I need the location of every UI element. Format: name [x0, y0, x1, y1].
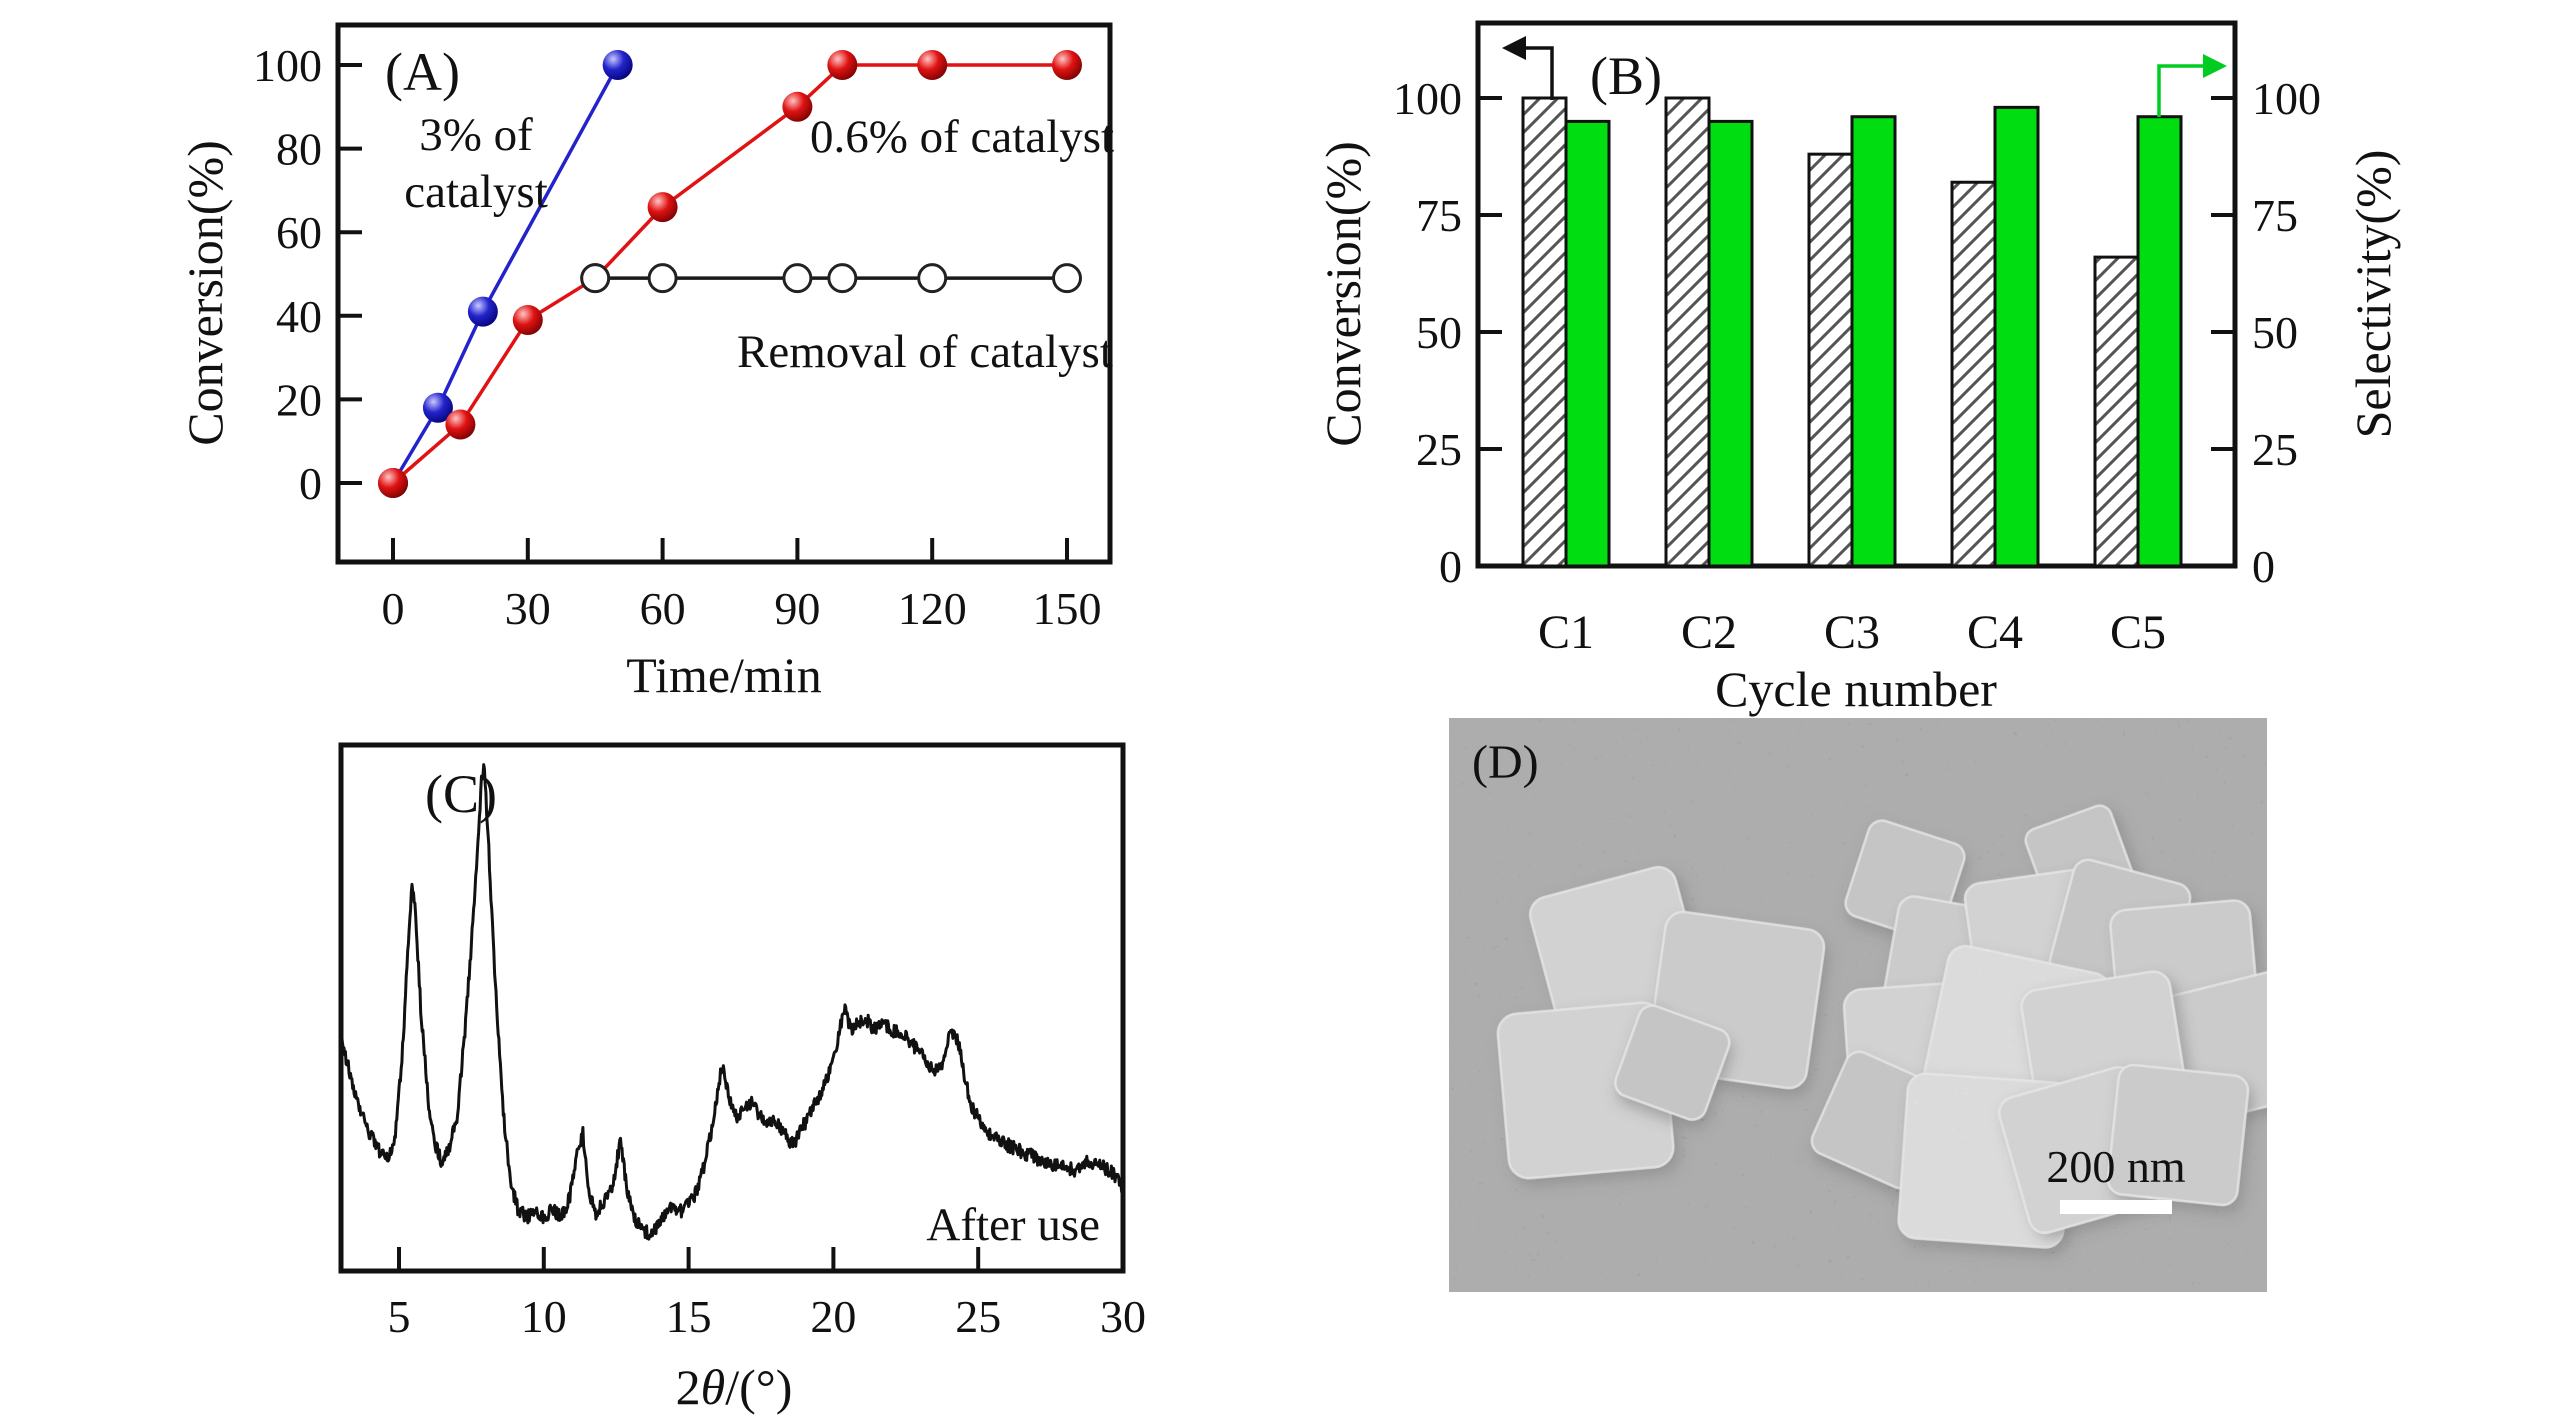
data-point-sphere — [445, 409, 476, 440]
panel-b-letter: (B) — [1590, 46, 1662, 106]
data-point-sphere — [917, 50, 948, 80]
x-tick-label-a: 150 — [1032, 583, 1101, 634]
y-axis-title-b-left: Conversion(%) — [1315, 141, 1371, 447]
scale-bar-label: 200 nm — [2046, 1141, 2186, 1192]
plot-box-c — [338, 742, 1126, 1274]
zero-label-left: 0 — [1439, 541, 1462, 592]
data-point-open-circle — [917, 263, 948, 294]
selectivity-bar — [1707, 119, 1754, 568]
data-point-sphere — [512, 304, 543, 335]
y-tick-label-b-left: 50 — [1416, 307, 1462, 358]
y-axis-title-a: Conversion(%) — [177, 140, 233, 446]
y-tick-label-b-right: 25 — [2252, 424, 2298, 475]
x-axis-title-a: Time/min — [626, 647, 821, 703]
x-tick-label-c: 30 — [1100, 1291, 1146, 1342]
y-tick-label-a: 60 — [276, 207, 322, 258]
y-tick-label-a: 0 — [299, 458, 322, 509]
data-point-open-circle — [580, 263, 611, 294]
conversion-bar — [1521, 96, 1568, 568]
right-axis-arrow-icon — [2157, 54, 2227, 117]
data-point-sphere — [647, 192, 678, 223]
data-point-sphere — [1051, 50, 1082, 80]
x-tick-label-c: 20 — [810, 1291, 856, 1342]
conversion-bar — [2093, 255, 2140, 568]
conversion-bar — [1807, 152, 1854, 568]
y-tick-label-a: 80 — [276, 124, 322, 175]
scale-bar — [2060, 1200, 2172, 1214]
category-label: C2 — [1681, 606, 1737, 659]
data-point-open-circle — [782, 263, 813, 294]
selectivity-bar — [1564, 119, 1611, 568]
y-tick-label-b-right: 75 — [2252, 190, 2298, 241]
x-axis-title-c: 2θ/(°) — [676, 1359, 793, 1415]
panel-c-dynamic: 5 10 15 20 25 30 — [339, 763, 1146, 1342]
y-axis-title-b-right: Selectivity(%) — [2345, 150, 2401, 439]
theta-symbol: θ — [701, 1359, 726, 1415]
data-point-sphere — [422, 392, 453, 423]
y-tick-label-a: 40 — [276, 291, 322, 342]
x-tick-label-c: 10 — [521, 1291, 567, 1342]
selectivity-bar — [1850, 115, 1897, 568]
panel-c-letter: (C) — [425, 764, 497, 824]
x-axis-title-b: Cycle number — [1715, 661, 1997, 717]
y-tick-label-b-left: 75 — [1416, 190, 1462, 241]
sem-grain-texture — [1449, 718, 2267, 1292]
annotation-removal: Removal of catalyst — [737, 326, 1113, 378]
x-title-c-part2: /(°) — [725, 1359, 792, 1415]
data-point-sphere — [827, 50, 858, 80]
x-title-c-part1: 2 — [676, 1359, 701, 1415]
sem-clip-group — [1449, 718, 2267, 1292]
panel-d-letter: (D) — [1472, 736, 1539, 789]
x-tick-label-a: 30 — [505, 583, 551, 634]
x-tick-label-a: 120 — [898, 583, 967, 634]
y-tick-label-b-right: 100 — [2252, 73, 2321, 124]
category-label: C5 — [2110, 606, 2166, 659]
panel-d-sem-image: (D) 200 nm — [1449, 718, 2267, 1292]
panel-c: 5 10 15 20 25 30 (C) After use 2θ/(°) — [338, 742, 1146, 1415]
series-line — [391, 64, 620, 484]
x-tick-label-c: 15 — [666, 1291, 712, 1342]
annotation-after-use: After use — [926, 1199, 1100, 1251]
plot-box-a — [335, 22, 1113, 565]
y-tick-label-a: 100 — [253, 40, 322, 91]
data-point-open-circle — [827, 263, 858, 294]
data-point-open-circle — [647, 263, 678, 294]
conversion-bar — [1950, 180, 1997, 568]
xrd-trace — [339, 763, 1125, 1241]
category-label: C3 — [1824, 606, 1880, 659]
selectivity-bar — [2136, 115, 2183, 568]
x-tick-label-c: 5 — [388, 1291, 411, 1342]
panel-a: 0 20 40 60 80 100 0 30 60 90 120 150 (A) 3% of cata… — [177, 22, 1114, 703]
x-tick-label-c: 25 — [955, 1291, 1001, 1342]
x-tick-label-a: 0 — [382, 583, 405, 634]
panel-b-dynamic: 0 0 25 25 50 50 75 75 100 100 C1 C2 C3 C4 C5 — [1393, 73, 2321, 659]
panel-a-letter: (A) — [385, 42, 460, 102]
data-point-sphere — [467, 296, 498, 327]
annotation-3pct-line1: 3% of — [419, 109, 533, 161]
left-axis-arrow-icon — [1502, 36, 1554, 100]
zero-label-right: 0 — [2252, 541, 2275, 592]
category-label: C1 — [1538, 606, 1594, 659]
panel-b: 0 0 25 25 50 50 75 75 100 100 C1 C2 C3 C4 C5 (B) Cycle… — [1315, 20, 2401, 717]
data-point-sphere — [782, 91, 813, 122]
y-tick-label-b-left: 25 — [1416, 424, 1462, 475]
category-label: C4 — [1967, 606, 2023, 659]
selectivity-bar — [1993, 105, 2040, 568]
annotation-06pct: 0.6% of catalyst — [810, 111, 1114, 163]
data-point-open-circle — [1051, 263, 1082, 294]
data-point-sphere — [602, 50, 633, 80]
data-point-sphere — [378, 468, 408, 498]
annotation-3pct-line2: catalyst — [404, 166, 548, 218]
y-tick-label-a: 20 — [276, 374, 322, 425]
x-tick-label-a: 90 — [774, 583, 820, 634]
conversion-bar — [1664, 96, 1711, 568]
x-tick-label-a: 60 — [640, 583, 686, 634]
y-tick-label-b-left: 100 — [1393, 73, 1462, 124]
y-tick-label-b-right: 50 — [2252, 307, 2298, 358]
panel-a-dynamic: 0 20 40 60 80 100 0 30 60 90 120 150 — [253, 40, 1101, 634]
